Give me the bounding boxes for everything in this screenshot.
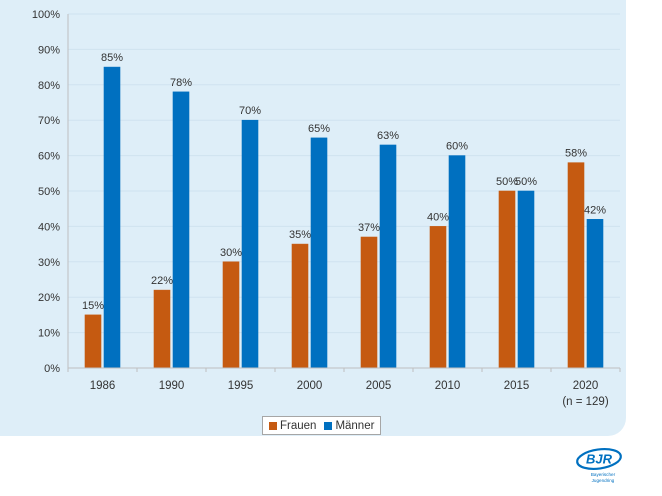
bar-maenner-2015 bbox=[517, 190, 535, 369]
data-label-maenner-2005: 63% bbox=[377, 130, 399, 142]
data-label-maenner-2000: 65% bbox=[308, 123, 330, 135]
y-tick-label: 100% bbox=[32, 9, 60, 21]
legend-entry-frauen: Frauen bbox=[269, 420, 316, 432]
data-label-maenner-2020: 42% bbox=[584, 204, 606, 216]
y-tick-label: 60% bbox=[38, 151, 60, 163]
legend-entry-maenner: Männer bbox=[324, 420, 374, 432]
y-axis: 0% 10% 20% 30% 40% 50% 60% 70% 80% 90% 100% bbox=[32, 9, 69, 375]
y-tick-label: 90% bbox=[38, 44, 60, 56]
data-label-maenner-1990: 78% bbox=[170, 77, 192, 89]
y-tick-label: 80% bbox=[38, 80, 60, 92]
bjr-logo: BJR Bayerischer Jugendring bbox=[576, 448, 622, 483]
bar-maenner-2010 bbox=[448, 155, 466, 369]
x-tick-label: 2020 bbox=[573, 380, 599, 392]
bar-maenner-1990 bbox=[172, 91, 190, 369]
legend-label-frauen: Frauen bbox=[280, 419, 317, 432]
legend-swatch-frauen bbox=[269, 421, 277, 430]
data-labels: 15%85%22%78%30%70%35%65%37%63%40%60%50%5… bbox=[82, 52, 606, 312]
legend-swatch-maenner bbox=[324, 421, 333, 430]
x-tick-label: 2010 bbox=[435, 380, 461, 392]
data-label-frauen-2020: 58% bbox=[565, 148, 587, 160]
bar-maenner-2020 bbox=[586, 219, 604, 369]
y-tick-label: 10% bbox=[38, 328, 60, 340]
x-axis: 1986 1990 1995 2000 2005 2010 2015 2020 (n = 129… bbox=[67, 367, 621, 408]
x-tick-label: 2000 bbox=[297, 380, 323, 392]
bar-frauen-2015 bbox=[498, 190, 516, 369]
logo-text: BJR bbox=[586, 452, 613, 467]
data-label-frauen-2005: 37% bbox=[358, 222, 380, 234]
data-label-maenner-1986: 85% bbox=[101, 52, 123, 64]
y-tick-label: 20% bbox=[38, 292, 60, 304]
y-tick-label: 40% bbox=[38, 221, 60, 233]
data-label-frauen-1995: 30% bbox=[220, 247, 242, 259]
bar-frauen-1995 bbox=[222, 261, 240, 369]
bar-frauen-1990 bbox=[153, 289, 171, 369]
legend-label-maenner: Männer bbox=[335, 419, 375, 432]
x-tick-label: 1995 bbox=[228, 380, 254, 392]
data-label-maenner-1995: 70% bbox=[239, 105, 261, 117]
gridlines bbox=[68, 13, 620, 334]
logo-subtitle-line2: Jugendring bbox=[592, 478, 615, 483]
y-tick-label: 30% bbox=[38, 257, 60, 269]
data-label-frauen-2000: 35% bbox=[289, 229, 311, 241]
bar-chart: 0% 10% 20% 30% 40% 50% 60% 70% 80% 90% 100% 15% 85%… bbox=[32, 9, 621, 408]
data-label-frauen-2010: 40% bbox=[427, 211, 449, 223]
y-tick-label: 50% bbox=[38, 186, 60, 198]
x-tick-label: 1990 bbox=[159, 380, 185, 392]
x-tick-label: 1986 bbox=[90, 380, 116, 392]
logo-subtitle-line1: Bayerischer bbox=[591, 472, 616, 477]
x-tick-label: 2005 bbox=[366, 380, 392, 392]
bars bbox=[84, 66, 604, 369]
data-label-frauen-1990: 22% bbox=[151, 275, 173, 287]
data-label-frauen-1986: 15% bbox=[82, 300, 104, 312]
bar-frauen-2020 bbox=[567, 162, 585, 369]
y-tick-label: 70% bbox=[38, 115, 60, 127]
x-tick-label: 2015 bbox=[504, 380, 530, 392]
bar-frauen-2010 bbox=[429, 226, 447, 369]
bar-maenner-1995 bbox=[241, 119, 259, 369]
bar-maenner-1986 bbox=[103, 66, 121, 369]
bar-frauen-2000 bbox=[291, 243, 309, 369]
bar-frauen-1986 bbox=[84, 314, 102, 369]
bar-maenner-2000 bbox=[310, 137, 328, 369]
bar-maenner-2005 bbox=[379, 144, 397, 369]
y-tick-label: 0% bbox=[44, 363, 60, 375]
data-label-maenner-2015: 50% bbox=[515, 176, 537, 188]
data-label-maenner-2010: 60% bbox=[446, 141, 468, 153]
x-tick-note: (n = 129) bbox=[562, 396, 609, 408]
legend: Frauen Männer bbox=[262, 416, 382, 435]
bar-frauen-2005 bbox=[360, 236, 378, 369]
data-label-frauen-2015: 50% bbox=[496, 176, 518, 188]
